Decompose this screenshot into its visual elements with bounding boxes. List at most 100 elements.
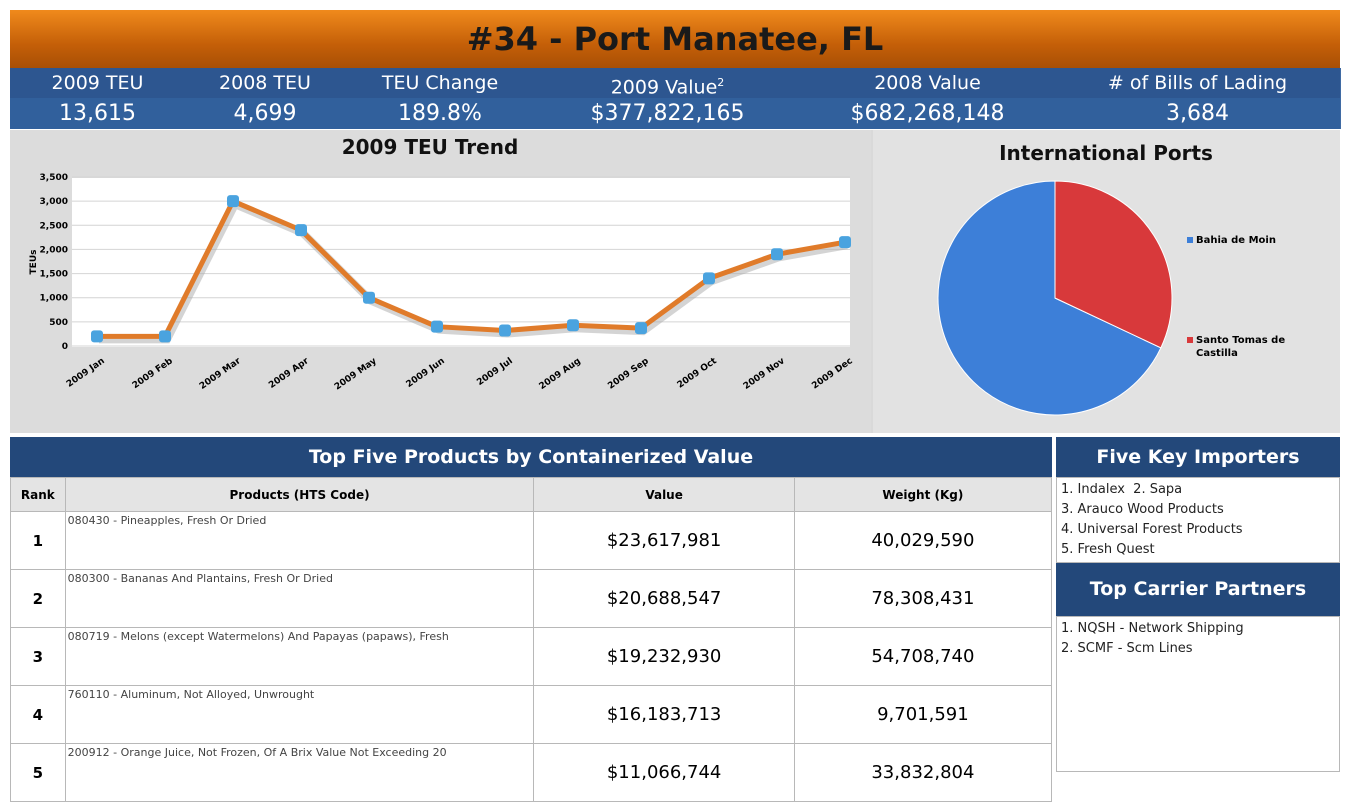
marker [567, 319, 579, 332]
stat-label: 2008 TEU [185, 68, 345, 98]
importers-title: Five Key Importers [1056, 437, 1340, 477]
stat-label-text: 2009 TEU [51, 72, 144, 94]
table-cell: 4 [10, 685, 66, 744]
y-tick-label: 1,500 [40, 270, 68, 280]
column-header: Weight (Kg) [793, 477, 1053, 512]
column-header: Value [533, 477, 795, 512]
carriers-list: 1. NQSH - Network Shipping 2. SCMF - Scm … [1056, 616, 1340, 772]
products-title: Top Five Products by Containerized Value [10, 437, 1052, 477]
list-item: 1. NQSH - Network Shipping [1061, 621, 1244, 636]
table-cell: $19,232,930 [533, 627, 795, 686]
marker [499, 324, 511, 337]
table-cell: 080430 - Pineapples, Fresh Or Dried [64, 511, 535, 570]
list-item: 3. Arauco Wood Products [1061, 502, 1224, 517]
table-cell: 3 [10, 627, 66, 686]
table-cell: 5 [10, 743, 66, 802]
marker [703, 272, 715, 285]
pie-slice [937, 180, 1162, 416]
stat-label-text: TEU Change [381, 72, 499, 94]
table-cell: 40,029,590 [793, 511, 1053, 570]
table-cell: 78,308,431 [793, 569, 1053, 628]
table-cell: $11,066,744 [533, 743, 795, 802]
table-cell: 080300 - Bananas And Plantains, Fresh Or… [64, 569, 535, 628]
stat-value: 4,699 [185, 98, 345, 129]
legend-label: Bahia de Moin [1196, 235, 1276, 246]
importers-list: 1. Indalex 2. Sapa 3. Arauco Wood Product… [1056, 477, 1340, 563]
table-cell: 2 [10, 569, 66, 628]
column-header: Products (HTS Code) [64, 477, 535, 512]
legend-swatch [1187, 237, 1193, 243]
footnote: 2 [717, 76, 725, 89]
marker [227, 195, 239, 208]
marker [839, 236, 851, 249]
list-item: 5. Fresh Quest [1061, 542, 1155, 557]
legend-label: Santo Tomas de Castilla [1196, 335, 1285, 359]
stat-value: 13,615 [10, 98, 185, 129]
table-row: 5 200912 - Orange Juice, Not Frozen, Of A… [10, 743, 1053, 802]
stats-bar: 2009 TEU 13,615 2008 TEU 4,699 TEU Change 189… [10, 68, 1341, 129]
table-cell: 760110 - Aluminum, Not Alloyed, Unwrough… [64, 685, 535, 744]
marker [363, 291, 375, 304]
page-title: #34 - Port Manatee, FL [10, 10, 1340, 68]
table-cell: 200912 - Orange Juice, Not Frozen, Of A … [64, 743, 535, 802]
table-cell: $23,617,981 [533, 511, 795, 570]
y-tick-label: 0 [62, 342, 68, 352]
y-axis-label: TEUs [29, 250, 39, 275]
stat-value: 3,684 [1055, 98, 1340, 129]
stat-label: 2008 Value [800, 68, 1055, 98]
stat-label: 2009 TEU [10, 68, 185, 98]
stat: 2008 TEU 4,699 [185, 68, 346, 129]
stat: TEU Change 189.8% [345, 68, 536, 129]
marker [91, 330, 103, 343]
table-cell: 9,701,591 [793, 685, 1053, 744]
header-row: Rank Products (HTS Code) Value Weight (Kg) [10, 477, 1053, 512]
legend-line: Santo Tomas de [1196, 335, 1285, 346]
stat-label: TEU Change [345, 68, 535, 98]
stat-label-text: 2008 Value [874, 72, 981, 94]
table-cell: 33,832,804 [793, 743, 1053, 802]
marker [431, 320, 443, 333]
legend-line: Castilla [1196, 348, 1238, 359]
table-cell: 54,708,740 [793, 627, 1053, 686]
stat: 2008 Value $682,268,148 [800, 68, 1056, 129]
y-tick-label: 3,500 [40, 173, 68, 183]
table-row: 3 080719 - Melons (except Watermelons) An… [10, 627, 1053, 686]
carriers-title: Top Carrier Partners [1056, 563, 1340, 616]
y-tick-label: 3,000 [40, 197, 68, 207]
products-table-wrap: Rank Products (HTS Code) Value Weight (Kg) 1… [10, 477, 1053, 802]
products-table: Rank Products (HTS Code) Value Weight (Kg) 1… [10, 477, 1053, 802]
charts-svg: 2009 TEU Trend TEUs 0 500 1,000 1,500 2,000 2,5… [10, 130, 1340, 433]
legend-swatch [1187, 337, 1193, 343]
table-row: 1 080430 - Pineapples, Fresh Or Dried $23,… [10, 511, 1053, 570]
stat-label-text: 2008 TEU [219, 72, 311, 94]
line-shadow [99, 198, 848, 344]
list-item: 2. SCMF - Scm Lines [1061, 641, 1193, 656]
marker [295, 224, 307, 237]
table-cell: 080719 - Melons (except Watermelons) And… [64, 627, 535, 686]
marker [159, 330, 171, 343]
chart-title: 2009 TEU Trend [342, 135, 519, 159]
y-tick-label: 2,000 [40, 245, 68, 255]
chart-panel: 2009 TEU Trend TEUs 0 500 1,000 1,500 2,000 2,5… [10, 130, 1340, 433]
column-header: Rank [10, 477, 66, 512]
table-cell: $20,688,547 [533, 569, 795, 628]
stat: # of Bills of Lading 3,684 [1055, 68, 1341, 129]
table-cell: $16,183,713 [533, 685, 795, 744]
stat-value: 189.8% [345, 98, 535, 129]
y-tick-label: 500 [49, 318, 68, 328]
table-row: 4 760110 - Aluminum, Not Alloyed, Unwroug… [10, 685, 1053, 744]
stat-label: # of Bills of Lading [1055, 68, 1340, 98]
marker [771, 248, 783, 261]
chart-title: International Ports [999, 141, 1213, 165]
stat-label: 2009 Value2 [535, 68, 800, 98]
stat: 2009 Value2 $377,822,165 [535, 68, 801, 129]
stat-value: $682,268,148 [800, 98, 1055, 129]
list-item: 4. Universal Forest Products [1061, 522, 1243, 537]
line [97, 198, 846, 339]
stat-label-text: 2009 Value [610, 76, 718, 99]
table-row: 2 080300 - Bananas And Plantains, Fresh O… [10, 569, 1053, 628]
list-item: 1. Indalex 2. Sapa [1061, 482, 1183, 497]
stat-label-text: # of Bills of Lading [1107, 72, 1288, 94]
y-tick-label: 2,500 [40, 221, 68, 231]
dashboard: #34 - Port Manatee, FL 2009 TEU 13,615 200… [10, 10, 1341, 802]
